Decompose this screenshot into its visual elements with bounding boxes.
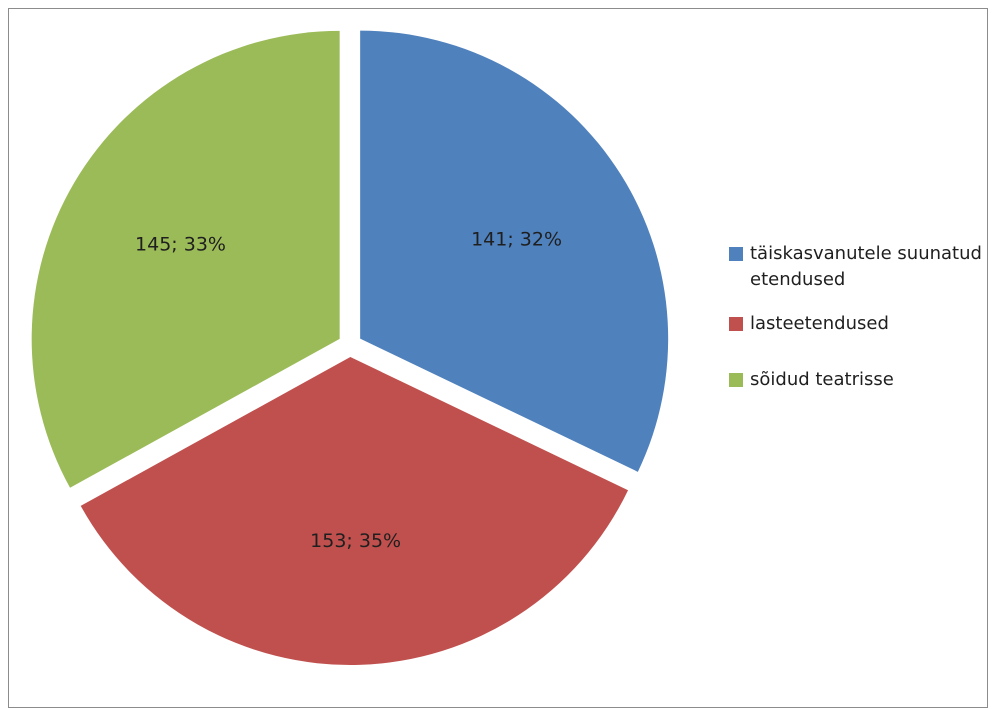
legend-swatch-green [729,373,743,387]
legend-item-adults: täiskasvanutele suunatud etendused [729,241,989,293]
legend-label: sõidud teatrisse [750,369,894,390]
data-label-children: 153; 35% [310,530,401,552]
legend-swatch-red [729,317,743,331]
pie-chart: 141; 32% 153; 35% 145; 33% [31,30,669,665]
slice-trips [31,30,340,488]
slice-adults [360,30,669,472]
data-label-trips: 145; 33% [135,233,226,255]
legend-item-trips: sõidud teatrisse [729,367,989,393]
legend-item-children: lasteetendused [729,311,989,337]
chart-area: 141; 32% 153; 35% 145; 33% täiskasvanutele… [8,8,988,708]
legend: täiskasvanutele suunatud etendused laste… [729,241,989,411]
legend-label: lasteetendused [750,313,889,334]
legend-swatch-blue [729,247,743,261]
legend-label: täiskasvanutele suunatud etendused [750,243,982,290]
data-label-adults: 141; 32% [471,229,562,251]
slice-children [80,356,629,665]
